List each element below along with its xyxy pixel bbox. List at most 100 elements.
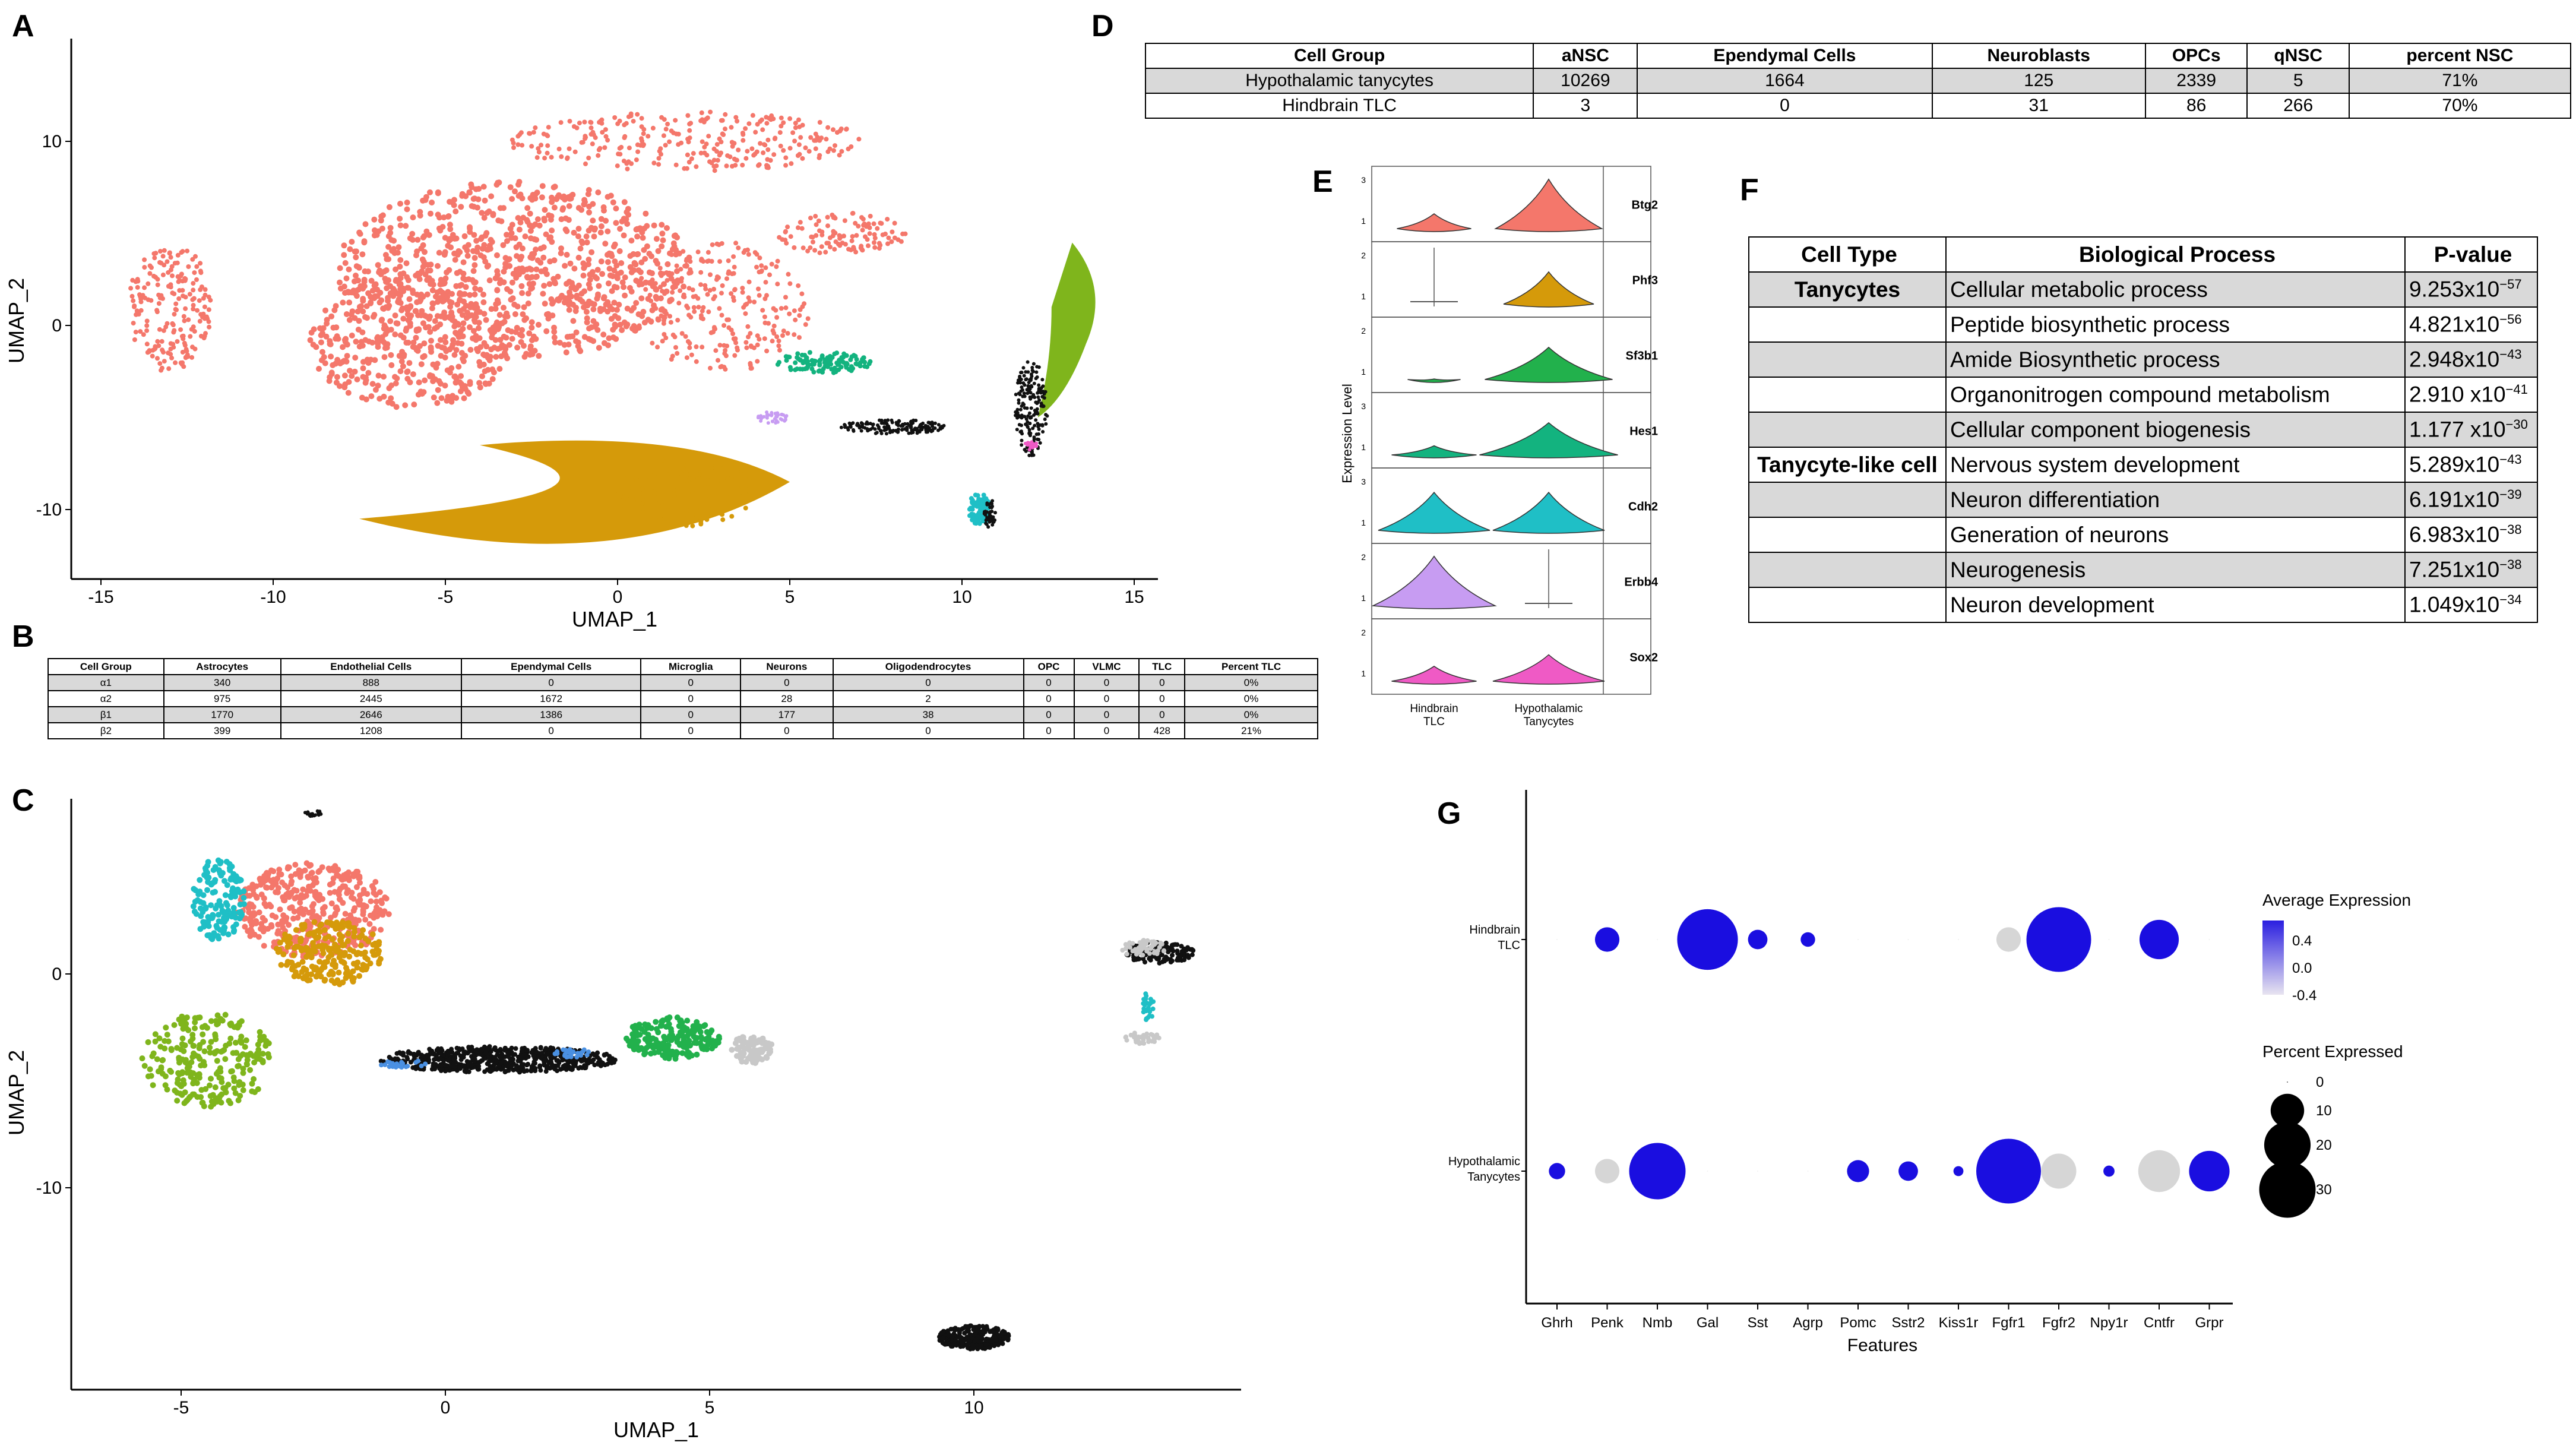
cell-dot xyxy=(692,1039,699,1046)
cell-dot xyxy=(761,142,767,147)
cell-dot xyxy=(542,207,548,213)
cell-dot xyxy=(191,306,196,312)
cell-dot xyxy=(759,117,764,122)
cell-dot xyxy=(441,214,447,221)
cell-dot xyxy=(549,194,555,201)
cell-dot xyxy=(708,463,714,468)
cell-dot xyxy=(850,234,855,239)
cell-dot xyxy=(510,271,517,277)
cell-dot xyxy=(173,301,179,306)
cell-dot xyxy=(647,292,653,298)
cell-dot xyxy=(680,1033,686,1039)
cell-dot xyxy=(687,345,692,350)
cell-dot xyxy=(480,292,486,298)
x-tick-label: 15 xyxy=(1124,587,1144,607)
cell-dot xyxy=(733,336,738,341)
cell-dot xyxy=(584,315,590,321)
cell-dot xyxy=(420,234,426,241)
cell-dot xyxy=(747,488,752,494)
header-cell: VLMC xyxy=(1073,658,1140,675)
cell-dot xyxy=(545,1051,550,1057)
cell-dot xyxy=(509,295,516,302)
cell-dot xyxy=(657,295,664,302)
cell-dot xyxy=(437,337,444,343)
cell-dot xyxy=(903,422,907,426)
cell-dot xyxy=(692,309,697,314)
cell-dot xyxy=(482,197,488,204)
cell-dot xyxy=(168,346,173,352)
cell-dot xyxy=(580,273,587,279)
cell-dot xyxy=(226,1040,233,1047)
cell-dot xyxy=(349,333,355,339)
cell-dot xyxy=(581,263,588,270)
cell-dot xyxy=(508,230,515,236)
cell-dot xyxy=(527,227,534,234)
cell-dot xyxy=(974,504,980,509)
cell-dot xyxy=(730,461,735,467)
cell-dot xyxy=(803,322,808,327)
cell-dot xyxy=(673,162,679,167)
cell-dot xyxy=(422,377,428,384)
cell-dot xyxy=(699,257,704,262)
cell-dot xyxy=(704,141,709,147)
cell-dot xyxy=(619,327,625,333)
cell-dot xyxy=(387,224,394,231)
cell-dot xyxy=(405,277,412,283)
cell-dot xyxy=(350,978,356,985)
cell-dot xyxy=(385,243,392,250)
cluster-black xyxy=(378,1044,618,1075)
cell-dot xyxy=(441,1052,446,1058)
cell-dot xyxy=(388,395,394,401)
cell-dot xyxy=(148,1073,154,1079)
cell-dot xyxy=(451,1057,457,1062)
cell-dot xyxy=(128,286,134,291)
cell-dot xyxy=(294,894,300,900)
cell-dot xyxy=(596,1060,601,1065)
cell-dot xyxy=(306,863,313,869)
table-cell: 28 xyxy=(740,690,834,707)
cell-dot xyxy=(631,498,636,504)
cell-dot xyxy=(483,1055,488,1061)
cell-dot xyxy=(170,290,175,296)
cell-dot xyxy=(735,119,740,124)
cell-dot xyxy=(428,281,433,287)
cell-dot xyxy=(442,339,449,346)
cell-dot xyxy=(239,911,245,918)
panel-label-e: E xyxy=(1312,165,1333,199)
cell-dot xyxy=(605,299,611,305)
cell-dot xyxy=(788,234,793,239)
cell-dot xyxy=(189,1032,196,1038)
cell-dot xyxy=(733,241,739,246)
cell-dot xyxy=(305,874,311,880)
cell-dot xyxy=(672,232,679,239)
cell-dot xyxy=(551,334,558,341)
cell-dot xyxy=(892,235,897,241)
cell-dot xyxy=(832,365,837,371)
cell-dot xyxy=(215,933,221,939)
cell-dot xyxy=(837,153,842,158)
cell-dot xyxy=(670,240,677,246)
cell-dot xyxy=(548,1059,553,1064)
cell-dot xyxy=(277,940,283,946)
cell-dot xyxy=(392,374,398,380)
cell-dot xyxy=(698,282,703,287)
cell-dot xyxy=(336,873,341,879)
cell-dot xyxy=(341,950,348,956)
cell-dot xyxy=(371,232,378,239)
cell-dot xyxy=(155,339,160,344)
cell-dot xyxy=(648,298,654,303)
cell-dot xyxy=(177,1090,183,1097)
cell-dot xyxy=(410,1065,416,1070)
cell-dot xyxy=(767,272,772,277)
cell-dot xyxy=(689,1052,695,1059)
cell-dot xyxy=(1036,400,1040,404)
cell-dot xyxy=(689,156,694,162)
cell-dot xyxy=(490,212,496,219)
cell-dot xyxy=(412,1052,417,1057)
cell-dot xyxy=(145,281,151,286)
cell-dot xyxy=(261,873,268,880)
cell-dot xyxy=(377,337,384,343)
cell-dot xyxy=(551,204,558,211)
cell-dot xyxy=(352,248,358,255)
cell-dot xyxy=(762,314,767,320)
